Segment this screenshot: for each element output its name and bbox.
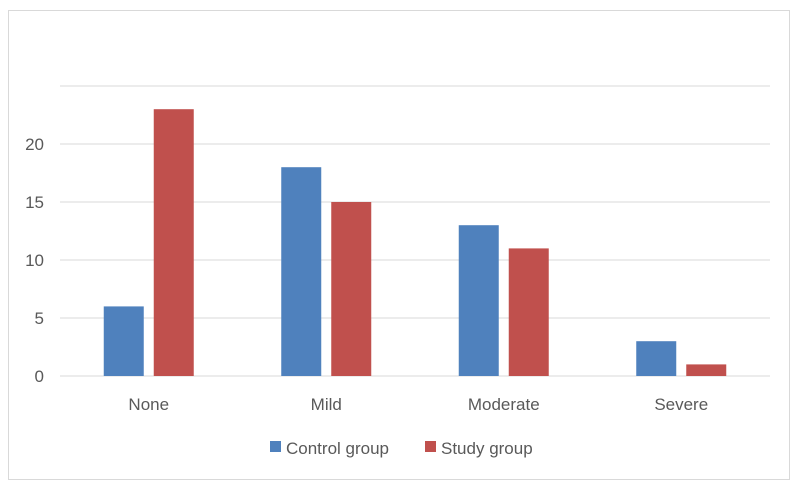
x-tick-label: None [128,395,169,414]
legend-label: Control group [286,439,389,458]
y-tick-label: 0 [35,367,44,386]
x-tick-label: Mild [311,395,342,414]
bar-study-group-severe [686,364,727,376]
y-axis-ticks: 0 5 10 15 20 [25,135,44,386]
y-tick-label: 15 [25,193,44,212]
y-tick-label: 5 [35,309,44,328]
bar-control-group-mild [281,167,322,376]
bar-control-group-none [103,306,144,376]
bar-study-group-mild [331,202,372,376]
x-axis-ticks: None Mild Moderate Severe [128,395,708,414]
legend-swatch [425,441,436,452]
y-tick-label: 10 [25,251,44,270]
bar-control-group-severe [636,341,677,376]
x-tick-label: Moderate [468,395,540,414]
bar-study-group-moderate [508,248,549,376]
legend-label: Study group [441,439,533,458]
legend: Control group Study group [270,439,533,458]
bar-control-group-moderate [458,225,499,376]
legend-swatch [270,441,281,452]
x-tick-label: Severe [654,395,708,414]
bar-study-group-none [153,109,194,376]
bars [103,109,727,376]
y-tick-label: 20 [25,135,44,154]
chart-frame [8,10,790,480]
